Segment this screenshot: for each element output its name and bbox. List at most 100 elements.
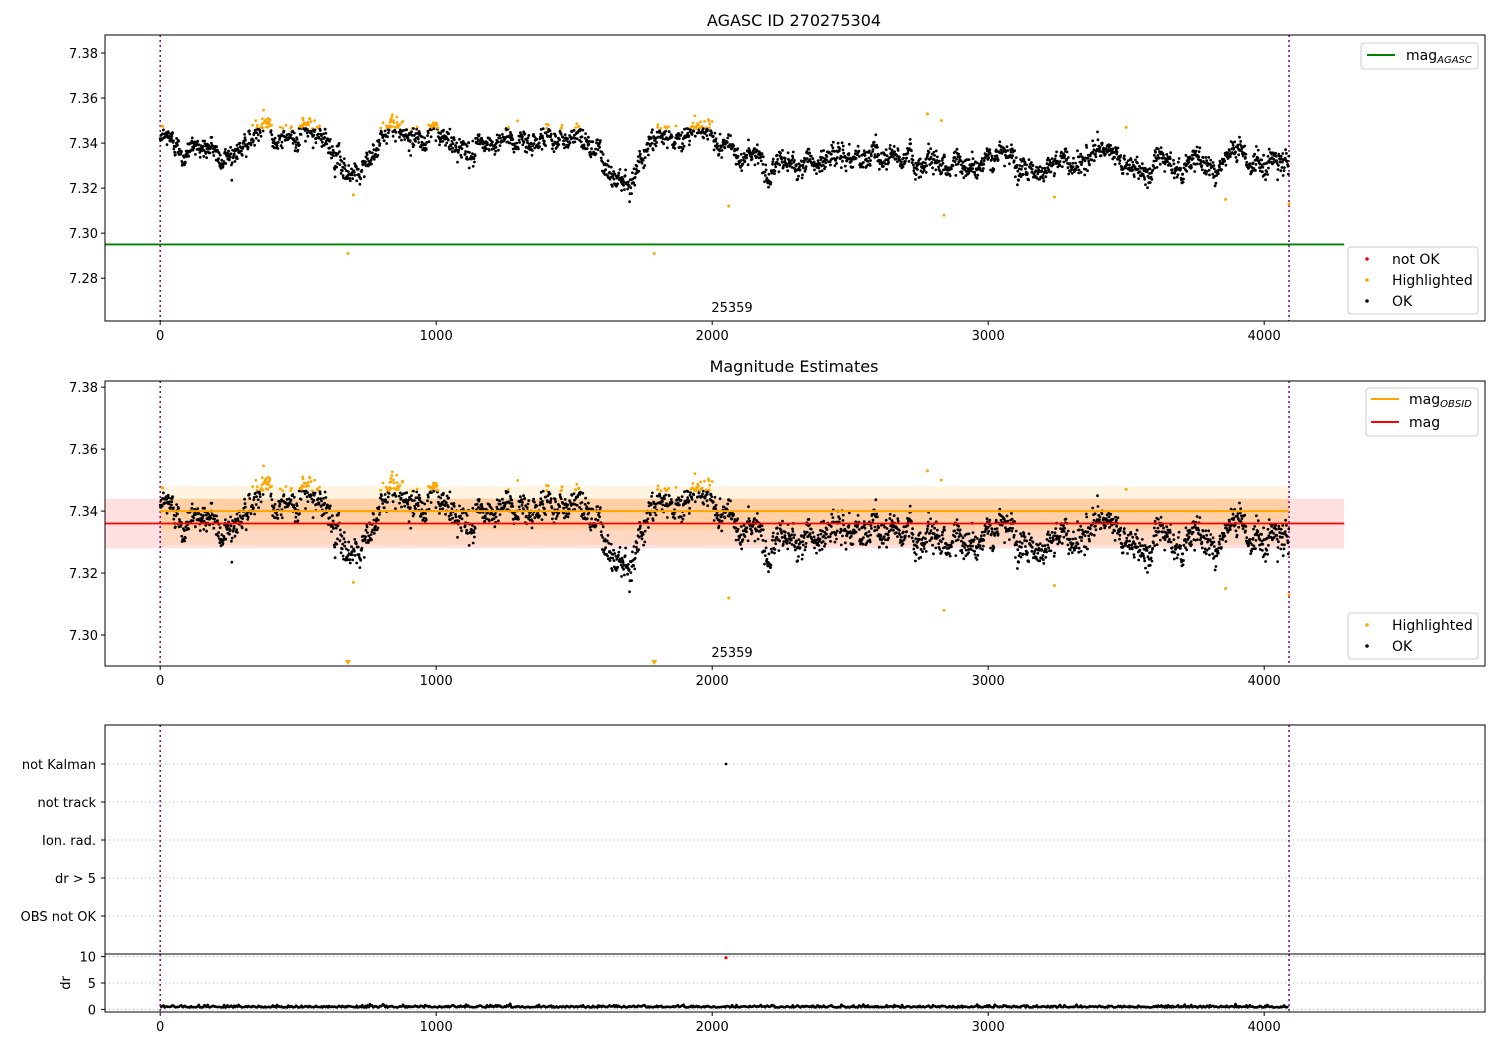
ok-point — [340, 534, 344, 538]
highlighted-point — [392, 478, 395, 482]
ok-point — [646, 517, 650, 521]
ok-point — [761, 528, 765, 532]
highlighted-point — [942, 213, 946, 217]
ok-point — [580, 135, 584, 139]
ok-point — [798, 168, 802, 172]
ok-point — [829, 539, 832, 543]
ok-point — [796, 177, 800, 181]
ok-point — [623, 573, 626, 577]
ok-point — [236, 531, 239, 534]
ok-point — [1276, 178, 1279, 182]
ok-point — [579, 140, 583, 144]
ok-point — [736, 517, 740, 521]
highlighted-point — [707, 126, 711, 130]
ok-point — [606, 534, 610, 537]
ok-point — [1137, 177, 1141, 181]
ok-point — [562, 139, 565, 143]
ok-point — [629, 571, 633, 574]
ok-point — [990, 530, 994, 533]
ok-point — [246, 146, 250, 149]
ok-point — [948, 174, 952, 178]
ok-point — [825, 155, 829, 158]
ok-point — [782, 163, 786, 167]
ok-point — [769, 547, 773, 551]
ok-point — [996, 532, 1000, 536]
ok-point — [647, 526, 650, 529]
ok-point — [1077, 168, 1081, 172]
ok-point — [801, 540, 805, 543]
ok-point — [632, 545, 636, 548]
ok-point — [924, 171, 928, 174]
ok-point — [774, 165, 778, 169]
ok-point — [412, 134, 416, 137]
ok-point — [791, 530, 795, 533]
ok-point — [870, 527, 873, 530]
ok-point — [269, 129, 273, 133]
ok-point — [790, 533, 794, 537]
legend-label-main: mag — [1406, 48, 1437, 64]
ok-point — [712, 519, 716, 522]
highlighted-point — [284, 485, 288, 488]
ok-point — [616, 182, 619, 186]
ok-point — [750, 157, 754, 161]
ok-point — [663, 497, 666, 501]
ok-point — [1127, 166, 1131, 170]
ok-point — [907, 534, 911, 538]
highlighted-point — [381, 121, 385, 125]
ok-point — [933, 526, 936, 530]
ok-point — [1041, 173, 1045, 177]
ok-point — [360, 168, 364, 172]
highlighted-point — [270, 484, 273, 488]
ok-point — [710, 131, 714, 135]
ok-point — [943, 155, 946, 159]
ok-point — [795, 163, 798, 167]
highlighted-point — [256, 485, 259, 489]
ok-point — [788, 541, 792, 545]
ok-point — [664, 129, 668, 133]
ok-point — [420, 501, 424, 504]
ok-point — [357, 173, 361, 177]
ok-point — [841, 159, 844, 163]
ok-point — [943, 528, 946, 532]
ok-point — [747, 138, 750, 142]
ok-point — [804, 167, 808, 171]
ok-point — [582, 512, 586, 515]
ok-point — [841, 513, 845, 517]
ok-point — [494, 149, 497, 153]
ok-point — [643, 156, 647, 160]
ok-point — [450, 140, 454, 143]
ok-point — [774, 542, 778, 546]
ok-point — [589, 528, 593, 532]
ok-point — [165, 133, 169, 137]
ok-point — [383, 493, 387, 496]
ok-point — [1008, 162, 1011, 166]
ok-point — [941, 530, 944, 534]
ok-point — [777, 549, 781, 552]
ok-point — [943, 545, 947, 549]
ok-point — [612, 177, 616, 181]
highlighted-point — [939, 119, 943, 123]
ok-point — [843, 164, 847, 168]
ok-point — [769, 566, 772, 569]
ok-point — [982, 167, 985, 170]
ok-point — [350, 173, 354, 177]
ok-point — [693, 134, 697, 138]
ok-point — [386, 500, 389, 504]
highlighted-point — [290, 125, 293, 128]
ok-point — [1144, 183, 1147, 187]
ok-point — [1223, 159, 1227, 163]
ok-point — [1271, 151, 1275, 155]
highlighted-point — [290, 487, 293, 490]
ok-point — [374, 152, 377, 156]
ok-point — [929, 517, 932, 521]
ok-point — [338, 539, 342, 543]
ok-point — [202, 155, 206, 158]
ok-point — [585, 138, 589, 142]
ok-point — [1109, 144, 1113, 147]
ok-point — [889, 528, 893, 532]
ok-point — [248, 132, 252, 136]
ok-point — [1265, 170, 1269, 174]
ok-point — [831, 140, 835, 144]
ok-point — [1008, 154, 1012, 157]
ok-point — [426, 134, 429, 138]
